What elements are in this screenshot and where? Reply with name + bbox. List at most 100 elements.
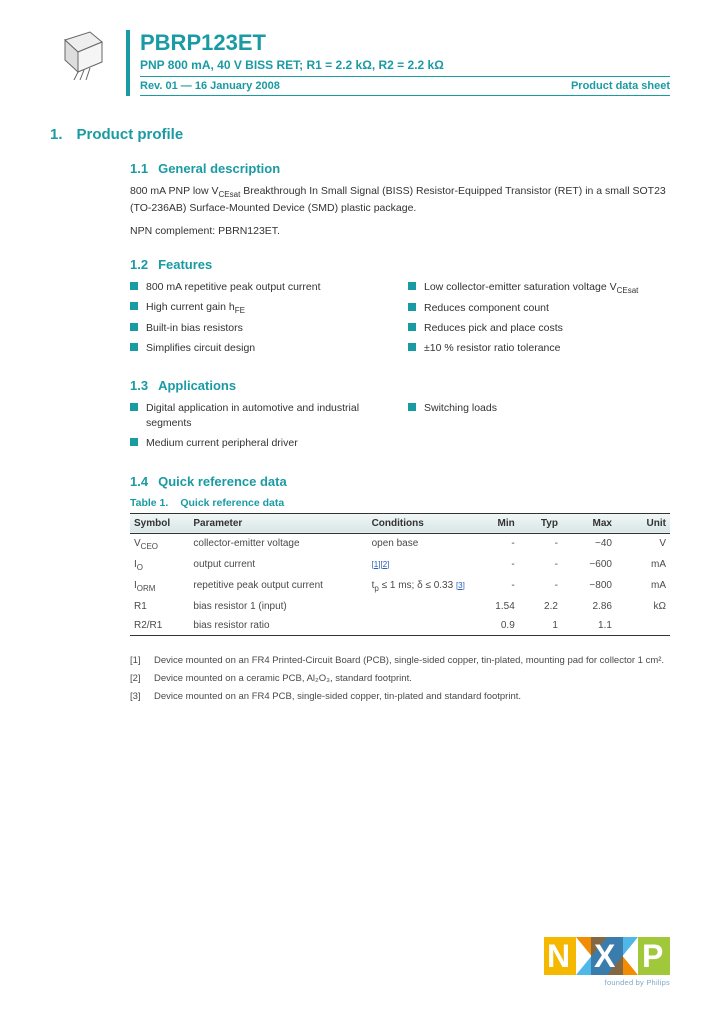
title-block: PBRP123ET PNP 800 mA, 40 V BISS RET; R1 … [126, 30, 670, 96]
cell-parameter: output current [189, 555, 367, 576]
logo-tagline: founded by Philips [544, 978, 670, 987]
cell-unit: V [616, 533, 670, 555]
application-item: Digital application in automotive and in… [130, 401, 392, 430]
cell-typ: 1 [519, 616, 562, 636]
subsection-head: 1.4Quick reference data [130, 474, 670, 489]
col-max: Max [562, 513, 616, 533]
cell-min: 0.9 [476, 616, 519, 636]
table-row: IOoutput current [1][2]--−600mA [130, 555, 670, 576]
cell-unit: mA [616, 576, 670, 597]
cell-min: 1.54 [476, 597, 519, 616]
cell-symbol: IO [130, 555, 189, 576]
footnote: [3]Device mounted on an FR4 PCB, single-… [130, 690, 670, 703]
cell-parameter: collector-emitter voltage [189, 533, 367, 555]
features-columns: 800 mA repetitive peak output current Hi… [130, 280, 670, 360]
bullet-icon [130, 282, 138, 290]
cell-parameter: bias resistor ratio [189, 616, 367, 636]
applications-columns: Digital application in automotive and in… [130, 401, 670, 455]
feature-item: Simplifies circuit design [130, 341, 392, 356]
cell-unit [616, 616, 670, 636]
bullet-icon [130, 302, 138, 310]
subsection-head: 1.2Features [130, 257, 670, 272]
features-right: Low collector-emitter saturation voltage… [408, 280, 670, 360]
cell-unit: kΩ [616, 597, 670, 616]
bullet-icon [130, 403, 138, 411]
package-icon [50, 30, 108, 82]
feature-item: 800 mA repetitive peak output current [130, 280, 392, 295]
svg-text:P: P [642, 938, 663, 974]
cell-parameter: repetitive peak output current [189, 576, 367, 597]
cell-typ: 2.2 [519, 597, 562, 616]
col-min: Min [476, 513, 519, 533]
cell-symbol: R1 [130, 597, 189, 616]
cell-conditions: [1][2] [368, 555, 476, 576]
description-para-2: NPN complement: PBRN123ET. [130, 224, 670, 239]
svg-text:N: N [547, 938, 570, 974]
part-number: PBRP123ET [140, 30, 670, 56]
bullet-icon [408, 403, 416, 411]
table-caption: Table 1.Quick reference data [130, 497, 670, 509]
col-unit: Unit [616, 513, 670, 533]
cell-max: 1.1 [562, 616, 616, 636]
cell-typ: - [519, 533, 562, 555]
table-row: R1bias resistor 1 (input)1.542.22.86kΩ [130, 597, 670, 616]
bullet-icon [408, 303, 416, 311]
svg-text:X: X [594, 938, 616, 974]
sub-num: 1.1 [130, 161, 148, 176]
quick-reference-table: Symbol Parameter Conditions Min Typ Max … [130, 513, 670, 636]
table-row: IORMrepetitive peak output currenttp ≤ 1… [130, 576, 670, 597]
feature-item: Built-in bias resistors [130, 321, 392, 336]
subsection-head: 1.3Applications [130, 378, 670, 393]
footnote: [1]Device mounted on an FR4 Printed-Circ… [130, 654, 670, 667]
cell-conditions: tp ≤ 1 ms; δ ≤ 0.33 [3] [368, 576, 476, 597]
cell-conditions [368, 597, 476, 616]
cell-parameter: bias resistor 1 (input) [189, 597, 367, 616]
cell-min: - [476, 533, 519, 555]
table-row: R2/R1bias resistor ratio 0.911.1 [130, 616, 670, 636]
col-typ: Typ [519, 513, 562, 533]
bullet-icon [408, 282, 416, 290]
revision-row: Rev. 01 — 16 January 2008 Product data s… [140, 76, 670, 96]
subsection-1-1: 1.1 General description 800 mA PNP low VC… [130, 161, 670, 239]
cell-unit: mA [616, 555, 670, 576]
nxp-logo: N X P founded by Philips [544, 935, 670, 987]
feature-item: ±10 % resistor ratio tolerance [408, 341, 670, 356]
application-item: Switching loads [408, 401, 670, 416]
cell-typ: - [519, 576, 562, 597]
bullet-icon [408, 343, 416, 351]
document-header: PBRP123ET PNP 800 mA, 40 V BISS RET; R1 … [50, 30, 670, 96]
application-item: Medium current peripheral driver [130, 436, 392, 451]
section-heading-1: 1.Product profile [50, 126, 670, 143]
cell-symbol: R2/R1 [130, 616, 189, 636]
cell-min: - [476, 576, 519, 597]
subsection-1-2: 1.2Features 800 mA repetitive peak outpu… [130, 257, 670, 360]
revision-text: Rev. 01 — 16 January 2008 [140, 80, 280, 92]
bullet-icon [408, 323, 416, 331]
col-symbol: Symbol [130, 513, 189, 533]
cell-symbol: IORM [130, 576, 189, 597]
col-parameter: Parameter [189, 513, 367, 533]
applications-right: Switching loads [408, 401, 670, 455]
description-para-1: 800 mA PNP low VCEsat Breakthrough In Sm… [130, 184, 670, 216]
feature-item: Reduces pick and place costs [408, 321, 670, 336]
cell-typ: - [519, 555, 562, 576]
bullet-icon [130, 343, 138, 351]
cell-min: - [476, 555, 519, 576]
doc-type: Product data sheet [571, 80, 670, 92]
subsection-1-3: 1.3Applications Digital application in a… [130, 378, 670, 455]
subsection-head: 1.1 General description [130, 161, 670, 176]
footnotes: [1]Device mounted on an FR4 Printed-Circ… [130, 654, 670, 704]
footnote: [2]Device mounted on a ceramic PCB, Al₂O… [130, 672, 670, 685]
cell-conditions: open base [368, 533, 476, 555]
table-header-row: Symbol Parameter Conditions Min Typ Max … [130, 513, 670, 533]
bullet-icon [130, 438, 138, 446]
section-title: Product profile [77, 126, 184, 143]
sub-title: General description [158, 161, 280, 176]
cell-symbol: VCEO [130, 533, 189, 555]
cell-max: −800 [562, 576, 616, 597]
applications-left: Digital application in automotive and in… [130, 401, 392, 455]
feature-item: Reduces component count [408, 301, 670, 316]
cell-max: −600 [562, 555, 616, 576]
subtitle: PNP 800 mA, 40 V BISS RET; R1 = 2.2 kΩ, … [140, 58, 670, 72]
feature-item: Low collector-emitter saturation voltage… [408, 280, 670, 296]
